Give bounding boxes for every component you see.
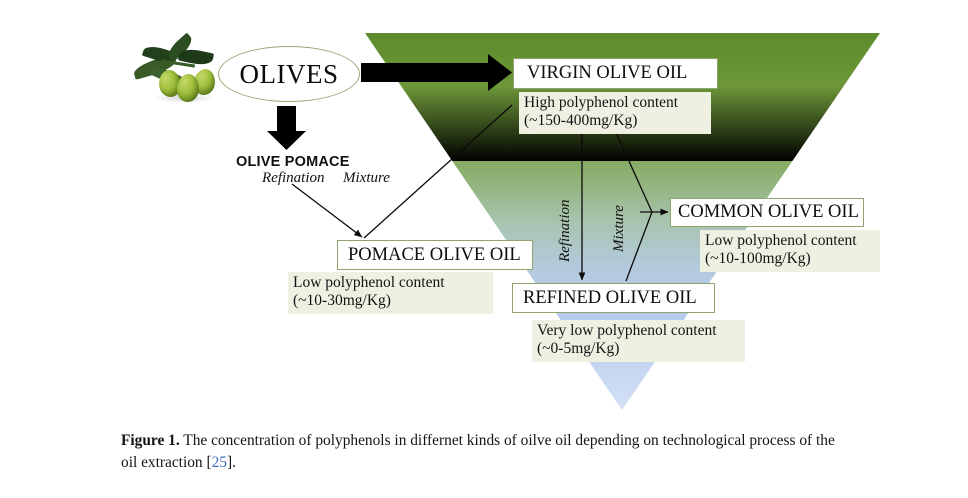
- desc-line-2: (~10-100mg/Kg): [705, 250, 811, 268]
- desc-line-2: (~150-400mg/Kg): [524, 112, 638, 130]
- figure-diagram: OLIVES: [131, 32, 880, 410]
- desc-line-1: Low polyphenol content: [705, 232, 857, 249]
- desc-refined-olive-oil: Very low polyphenol content (~0-5mg/Kg): [532, 320, 745, 362]
- node-olives: OLIVES: [218, 46, 360, 102]
- node-virgin-olive-oil-label: VIRGIN OLIVE OIL: [527, 63, 688, 83]
- desc-pomace-olive-oil: Low polyphenol content (~10-30mg/Kg): [288, 272, 493, 314]
- label-mixture-top: Mixture: [343, 170, 390, 186]
- figure-caption-label: Figure 1.: [121, 432, 180, 449]
- node-virgin-olive-oil: VIRGIN OLIVE OIL: [513, 58, 718, 89]
- desc-common-olive-oil: Low polyphenol content (~10-100mg/Kg): [700, 230, 880, 272]
- figure-caption-tail: ].: [227, 454, 236, 472]
- desc-line-2: (~0-5mg/Kg): [537, 340, 620, 358]
- label-mixture-mid: Mixture: [611, 205, 627, 252]
- node-pomace-olive-oil: POMACE OLIVE OIL: [337, 240, 533, 270]
- desc-virgin-olive-oil: High polyphenol content (~150-400mg/Kg): [519, 92, 711, 134]
- label-refination-top: Refination: [262, 170, 325, 186]
- figure-caption: Figure 1. The concentration of polypheno…: [121, 430, 853, 474]
- node-olives-label: OLIVES: [239, 58, 339, 89]
- olive-branch-icon: [131, 32, 219, 104]
- desc-line-1: High polyphenol content: [524, 94, 679, 111]
- desc-line-2: (~10-30mg/Kg): [293, 292, 391, 310]
- figure-caption-text: The concentration of polyphenols in diff…: [121, 432, 835, 472]
- desc-line-1: Very low polyphenol content: [537, 322, 717, 339]
- node-common-olive-oil: COMMON OLIVE OIL: [670, 198, 864, 227]
- node-refined-olive-oil-label: REFINED OLIVE OIL: [523, 287, 697, 308]
- label-refination-mid: Refination: [557, 199, 573, 263]
- node-common-olive-oil-label: COMMON OLIVE OIL: [678, 202, 859, 222]
- node-refined-olive-oil: REFINED OLIVE OIL: [512, 283, 715, 313]
- node-pomace-olive-oil-label: POMACE OLIVE OIL: [348, 244, 521, 265]
- desc-line-1: Low polyphenol content: [293, 274, 445, 291]
- figure-caption-reference[interactable]: 25: [211, 454, 227, 472]
- label-olive-pomace: OLIVE POMACE: [236, 154, 350, 170]
